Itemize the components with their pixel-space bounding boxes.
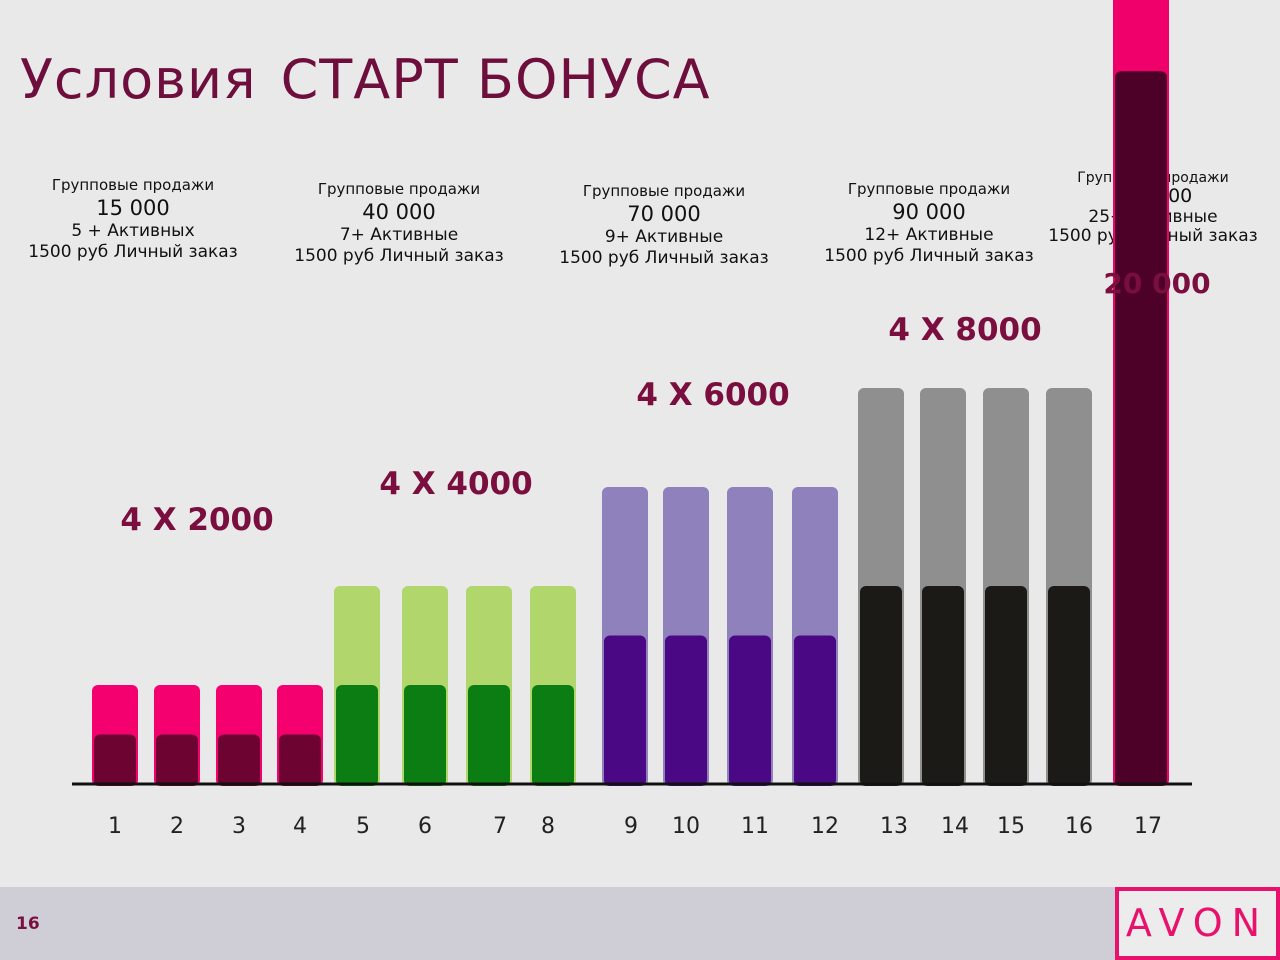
- group-label-3: 4 X 6000: [636, 377, 789, 413]
- bar-3-base: [218, 734, 260, 786]
- condition-personal-order: 1500 руб Личный заказ: [28, 242, 238, 263]
- bar-7-base: [468, 685, 510, 786]
- bar-12-base: [794, 635, 836, 786]
- x-tick-label: 3: [232, 814, 246, 839]
- x-tick-label: 15: [997, 814, 1025, 839]
- x-tick-label: 17: [1134, 814, 1162, 839]
- x-tick-label: 12: [811, 814, 839, 839]
- x-tick-label: 7: [493, 814, 507, 839]
- bar-17-base: [1115, 71, 1167, 786]
- x-tick-label: 9: [624, 814, 638, 839]
- bar-2-base: [156, 734, 198, 786]
- group-label-5: 20 000: [1103, 267, 1210, 300]
- bar-10-base: [665, 635, 707, 786]
- bar-9-base: [604, 635, 646, 786]
- footer-bar: [0, 887, 1115, 960]
- condition-tier-1: Групповые продажи 15 000 5 + Активных 15…: [3, 176, 263, 264]
- group-label-4: 4 X 8000: [888, 312, 1041, 348]
- avon-logo: AVON: [1115, 887, 1280, 960]
- bar-14-base: [922, 586, 964, 786]
- condition-tier-2: Групповые продажи 40 000 7+ Активные 150…: [269, 180, 529, 268]
- x-tick-label: 5: [356, 814, 370, 839]
- x-tick-label: 10: [672, 814, 700, 839]
- bar-13-base: [860, 586, 902, 786]
- x-tick-label: 13: [880, 814, 908, 839]
- x-tick-label: 2: [170, 814, 184, 839]
- bar-5-base: [336, 685, 378, 786]
- condition-sales-amount: 15 000: [96, 195, 170, 220]
- condition-active-count: 5 + Активных: [71, 221, 195, 241]
- condition-tier-3: Групповые продажи 70 000 9+ Активные 150…: [534, 182, 794, 270]
- title-part-1: Условия: [20, 48, 257, 111]
- x-tick-label: 16: [1065, 814, 1093, 839]
- x-tick-label: 4: [293, 814, 307, 839]
- page-number: 16: [16, 914, 40, 934]
- condition-active-count: 9+ Активные: [604, 227, 724, 247]
- condition-personal-order: 1500 руб Личный заказ: [294, 246, 504, 267]
- condition-personal-order: 1500 руб Личный заказ: [559, 248, 769, 269]
- x-tick-label: 14: [941, 814, 969, 839]
- condition-sales-amount: 40 000: [362, 199, 436, 224]
- bar-8-base: [532, 685, 574, 786]
- title-part-2: СТАРТ БОНУСА: [280, 48, 711, 111]
- bar-16-base: [1048, 586, 1090, 786]
- page-title: Условия СТАРТ БОНУСА: [20, 48, 711, 111]
- condition-tier-4: Групповые продажи 90 000 12+ Активные 15…: [799, 180, 1059, 268]
- condition-personal-order: 1500 руб Личный заказ: [824, 246, 1034, 267]
- bar-1-base: [94, 734, 136, 786]
- group-label-2: 4 X 4000: [379, 466, 532, 502]
- bar-6-base: [404, 685, 446, 786]
- condition-label: Групповые продажи: [582, 182, 746, 200]
- group-label-1: 4 X 2000: [120, 502, 273, 538]
- bar-11-base: [729, 635, 771, 786]
- x-tick-label: 1: [108, 814, 122, 839]
- condition-label: Групповые продажи: [51, 176, 215, 194]
- x-tick-label: 8: [541, 814, 555, 839]
- condition-active-count: 12+ Активные: [864, 225, 994, 245]
- condition-sales-amount: 90 000: [892, 199, 966, 224]
- condition-active-count: 7+ Активные: [339, 225, 459, 245]
- avon-logo-text: AVON: [1125, 901, 1270, 945]
- bar-4-base: [279, 734, 321, 786]
- condition-sales-amount: 70 000: [627, 201, 701, 226]
- condition-label: Групповые продажи: [317, 180, 481, 198]
- bar-15-base: [985, 586, 1027, 786]
- x-tick-label: 6: [418, 814, 432, 839]
- condition-label: Групповые продажи: [847, 180, 1011, 198]
- x-tick-label: 11: [741, 814, 769, 839]
